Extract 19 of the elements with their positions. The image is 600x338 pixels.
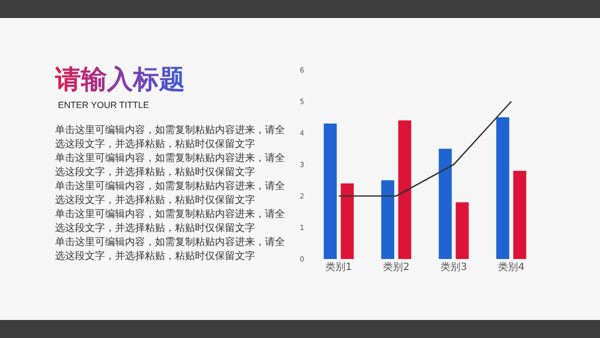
bar [398, 120, 412, 259]
bar [513, 170, 526, 259]
bar [381, 180, 394, 259]
bar [496, 117, 510, 259]
text: 单击这里可编辑内容，如需复制粘贴内容进来，请全选这段文字，并选择粘贴，粘贴时仅保留文字 [55, 124, 286, 152]
chart-title: 请输入标题 [55, 64, 185, 96]
text: 单击这里可编辑内容，如需复制粘贴内容进来，请全选这段文字，并选择粘贴，粘贴时仅保留文字 [55, 236, 286, 264]
x-tick-label: 类别4 [498, 261, 524, 273]
bar [456, 202, 469, 259]
text: 单击这里可编辑内容，如需复制粘贴内容进来，请全选这段文字，并选择粘贴，粘贴时仅保留文字 [55, 208, 286, 236]
x-tick-label: 类别2 [383, 261, 410, 273]
bar [340, 183, 354, 259]
x-tick-label: 类别3 [440, 261, 467, 273]
text: 单击这里可编辑内容，如需复制粘贴内容进来，请全选这段文字，并选择粘贴，粘贴时仅保留文字 [55, 180, 286, 208]
bar [324, 124, 337, 259]
text: ENTER YOUR TITTLE [58, 100, 150, 110]
text: 单击这里可编辑内容，如需复制粘贴内容进来，请全选这段文字，并选择粘贴，粘贴时仅保留文字 [55, 152, 286, 180]
bar [438, 148, 452, 259]
x-tick-label: 类别1 [326, 261, 352, 273]
